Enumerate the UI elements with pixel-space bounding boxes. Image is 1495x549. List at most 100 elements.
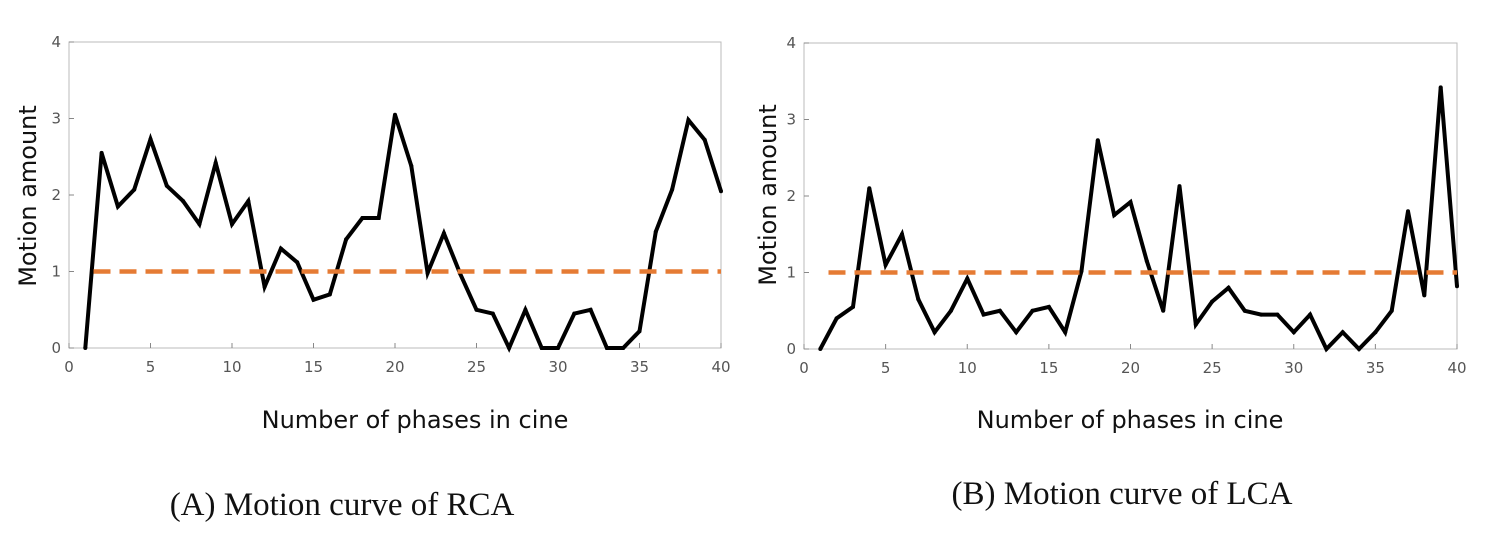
motion-point-a bbox=[670, 187, 675, 192]
motion-point-b bbox=[867, 186, 872, 191]
y-tick-label: 1 bbox=[786, 264, 796, 282]
x-tick-label: 20 bbox=[1121, 359, 1140, 377]
x-axis-label-b: Number of phases in cine bbox=[977, 406, 1284, 434]
x-tick-label: 40 bbox=[711, 358, 730, 376]
motion-point-b bbox=[1275, 312, 1280, 317]
x-tick-label: 15 bbox=[1039, 359, 1058, 377]
y-axis-label-a: Motion amount bbox=[14, 105, 42, 287]
chart-panel-a: 0 5 10 15 20 25 30 35 40 0 1 2 3 4 Motion amount Numb… bbox=[14, 33, 731, 523]
motion-point-a bbox=[278, 246, 283, 251]
motion-curve-line-a bbox=[83, 114, 723, 353]
motion-point-b bbox=[818, 347, 823, 351]
motion-point-b bbox=[1308, 312, 1313, 317]
motion-point-a bbox=[702, 137, 707, 142]
y-tick-label: 4 bbox=[786, 34, 796, 52]
motion-point-b bbox=[1210, 299, 1215, 304]
motion-curve-line-b bbox=[818, 87, 1459, 353]
plot-frame-a bbox=[68, 41, 722, 349]
motion-point-b bbox=[932, 330, 937, 335]
motion-point-a bbox=[441, 231, 446, 236]
motion-point-b bbox=[1063, 330, 1068, 335]
y-tick-label: 3 bbox=[51, 110, 61, 128]
x-tick-label: 25 bbox=[1203, 359, 1222, 377]
motion-point-b bbox=[1014, 330, 1019, 335]
x-tick-label: 5 bbox=[881, 359, 891, 377]
motion-point-a bbox=[604, 346, 609, 350]
motion-point-a bbox=[213, 160, 218, 165]
motion-point-a bbox=[393, 112, 397, 117]
motion-point-a bbox=[132, 187, 137, 192]
motion-point-a bbox=[637, 329, 642, 334]
y-tick-label: 2 bbox=[786, 187, 796, 205]
x-tick-label: 40 bbox=[1447, 359, 1466, 377]
motion-point-b bbox=[1324, 347, 1329, 351]
motion-point-a bbox=[115, 204, 120, 209]
y-tick-label: 4 bbox=[51, 33, 61, 51]
motion-point-b bbox=[1438, 85, 1443, 90]
motion-point-b bbox=[1128, 200, 1133, 205]
motion-point-b bbox=[1389, 308, 1394, 313]
motion-point-b bbox=[948, 308, 953, 313]
axis-ticks-a: 0 5 10 15 20 25 30 35 40 0 1 2 3 4 bbox=[51, 33, 730, 376]
x-tick-label: 35 bbox=[1366, 359, 1385, 377]
x-tick-label: 25 bbox=[467, 358, 486, 376]
motion-point-a bbox=[507, 346, 512, 350]
y-tick-label: 0 bbox=[786, 340, 796, 358]
motion-point-a bbox=[425, 271, 430, 275]
motion-point-b bbox=[883, 262, 888, 267]
x-tick-label: 15 bbox=[304, 358, 323, 376]
x-tick-label: 0 bbox=[64, 358, 74, 376]
motion-point-b bbox=[834, 316, 839, 321]
motion-point-b bbox=[981, 312, 986, 317]
motion-point-a bbox=[719, 189, 723, 194]
motion-point-a bbox=[164, 183, 169, 188]
y-tick-label: 1 bbox=[51, 263, 61, 281]
motion-point-b bbox=[900, 232, 904, 237]
motion-point-a bbox=[474, 307, 479, 312]
motion-point-a bbox=[588, 307, 593, 312]
motion-point-b bbox=[1340, 330, 1345, 335]
motion-point-a bbox=[621, 346, 626, 350]
motion-point-a bbox=[148, 137, 153, 142]
motion-point-a bbox=[572, 311, 577, 316]
x-tick-label: 20 bbox=[385, 358, 404, 376]
x-tick-label: 10 bbox=[958, 359, 977, 377]
motion-point-b bbox=[1046, 304, 1051, 309]
plot-frame-b bbox=[803, 42, 1458, 350]
motion-point-b bbox=[1291, 330, 1296, 335]
motion-point-a bbox=[295, 260, 300, 265]
motion-point-b bbox=[1422, 293, 1427, 298]
motion-point-b bbox=[1144, 259, 1149, 263]
series-lines-b bbox=[818, 85, 1459, 353]
y-tick-label: 2 bbox=[51, 186, 61, 204]
motion-point-b bbox=[1177, 184, 1182, 189]
motion-point-a bbox=[686, 118, 691, 122]
y-tick-label: 0 bbox=[51, 339, 61, 357]
motion-point-a bbox=[181, 199, 186, 204]
motion-point-b bbox=[997, 308, 1002, 313]
motion-point-b bbox=[1193, 322, 1198, 327]
motion-point-b bbox=[1259, 312, 1264, 317]
y-axis-label-b: Motion amount bbox=[754, 104, 782, 286]
motion-point-a bbox=[99, 150, 104, 155]
motion-point-a bbox=[197, 222, 202, 227]
caption-b: (B) Motion curve of LCA bbox=[952, 476, 1293, 512]
motion-point-a bbox=[653, 229, 658, 234]
motion-point-b bbox=[1406, 209, 1410, 214]
motion-point-b bbox=[916, 297, 921, 302]
x-tick-label: 10 bbox=[222, 358, 241, 376]
axis-ticks-b: 0 5 10 15 20 25 30 35 40 0 1 2 3 4 bbox=[786, 34, 1466, 377]
motion-point-b bbox=[965, 276, 970, 281]
motion-point-a bbox=[376, 216, 381, 220]
motion-point-a bbox=[83, 346, 88, 350]
series-lines-a bbox=[83, 112, 723, 353]
motion-point-a bbox=[523, 307, 528, 312]
motion-point-a bbox=[311, 297, 316, 302]
x-tick-label: 0 bbox=[799, 359, 809, 377]
motion-point-a bbox=[360, 216, 365, 220]
x-tick-label: 5 bbox=[146, 358, 156, 376]
caption-a: (A) Motion curve of RCA bbox=[170, 487, 515, 523]
motion-point-b bbox=[1373, 330, 1378, 335]
x-tick-label: 35 bbox=[630, 358, 649, 376]
